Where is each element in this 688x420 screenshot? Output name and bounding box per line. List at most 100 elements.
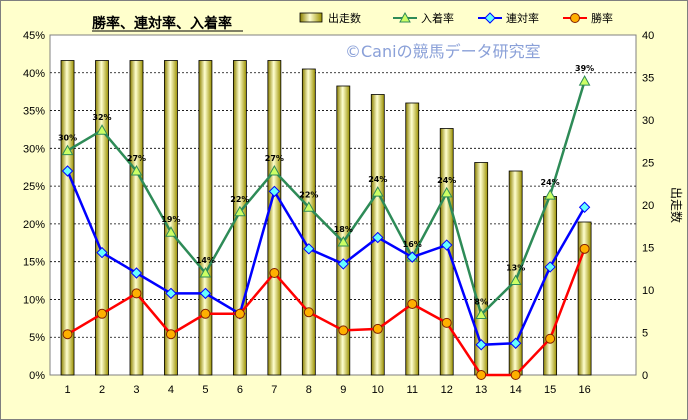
y-left-tick-label: 0%	[29, 370, 45, 382]
y-right-tick-label: 10	[642, 285, 654, 297]
x-tick-label: 15	[544, 384, 556, 396]
point-連対率	[372, 231, 384, 244]
point-連対率	[61, 165, 74, 177]
point-連対率	[509, 337, 522, 349]
point-連対率	[165, 287, 177, 300]
x-tick-label: 5	[202, 384, 208, 396]
point-入着率	[509, 274, 522, 286]
y-left-tick-label: 20%	[23, 219, 45, 231]
point-勝率	[545, 333, 556, 344]
bar-出走数	[439, 128, 454, 376]
data-label: 32%	[92, 113, 111, 122]
point-連対率	[303, 243, 315, 255]
point-勝率	[510, 370, 521, 380]
x-tick-label: 10	[372, 384, 384, 396]
point-連対率	[544, 261, 556, 273]
data-label: 13%	[506, 264, 525, 273]
y-left-tick-label: 40%	[23, 68, 45, 80]
bar-出走数	[60, 60, 75, 376]
point-勝率	[303, 307, 314, 318]
point-勝率	[165, 329, 176, 340]
point-勝率	[441, 317, 452, 328]
y-left-tick-label: 10%	[23, 294, 45, 306]
point-連対率	[578, 201, 591, 213]
x-tick-label: 14	[510, 384, 522, 396]
point-勝率	[269, 268, 280, 278]
legend-swatch	[299, 12, 323, 23]
y-right-tick-label: 40	[642, 30, 654, 42]
point-連対率	[475, 339, 487, 351]
point-勝率	[338, 325, 349, 336]
bar-出走数	[267, 60, 282, 376]
y-right-tick-label: 25	[642, 158, 654, 170]
point-勝率	[131, 288, 142, 299]
point-入着率	[61, 144, 74, 156]
point-勝率	[372, 323, 383, 334]
point-入着率	[544, 189, 556, 200]
point-入着率	[268, 164, 281, 176]
data-label: 16%	[403, 240, 422, 249]
point-入着率	[96, 124, 108, 135]
x-tick-label: 13	[475, 384, 487, 396]
point-連対率	[130, 267, 143, 279]
data-label: 24%	[368, 175, 387, 184]
point-連対率	[406, 251, 418, 263]
point-入着率	[199, 266, 212, 278]
chart-title: 勝率、連対率、入着率	[92, 15, 232, 32]
point-勝率	[476, 370, 487, 380]
legend-label: 入着率	[421, 11, 454, 25]
x-tick-label: 4	[168, 384, 174, 396]
bar-出走数	[405, 102, 420, 376]
y-right-axis-title: 出走数	[669, 187, 684, 223]
point-連対率	[337, 258, 350, 270]
bar-出走数	[164, 60, 178, 376]
point-入着率	[130, 164, 143, 176]
legend-label: 連対率	[506, 11, 539, 25]
point-勝率	[97, 308, 108, 319]
data-label: 39%	[575, 64, 594, 73]
line-勝率	[66, 248, 586, 377]
x-tick-label: 6	[237, 384, 243, 396]
point-連対率	[96, 246, 108, 259]
y-right-tick-label: 15	[642, 243, 654, 255]
legend-marker	[484, 12, 496, 24]
y-left-tick-label: 30%	[23, 143, 45, 155]
point-入着率	[234, 205, 246, 217]
point-入着率	[371, 186, 384, 197]
point-連対率	[268, 185, 281, 198]
point-勝率	[200, 308, 211, 319]
line-連対率	[66, 170, 586, 347]
point-勝率	[62, 329, 73, 340]
data-label: 24%	[541, 178, 560, 187]
y-right-tick-label: 0	[642, 370, 648, 382]
x-tick-label: 2	[99, 384, 105, 396]
bar-出走数	[95, 60, 109, 376]
data-label: 27%	[265, 154, 284, 163]
x-tick-label: 12	[441, 384, 453, 396]
data-label: 22%	[230, 195, 249, 204]
y-left-tick-label: 25%	[23, 181, 45, 193]
point-入着率	[440, 186, 453, 198]
legend-label: 出走数	[328, 11, 361, 25]
y-left-tick-label: 5%	[29, 332, 45, 344]
x-tick-label: 11	[407, 384, 418, 396]
x-tick-label: 3	[133, 384, 139, 396]
data-label: 30%	[58, 134, 77, 143]
x-tick-label: 9	[340, 384, 346, 396]
bar-出走数	[198, 60, 213, 376]
legend-marker	[570, 13, 580, 23]
data-label: 19%	[161, 215, 180, 224]
data-label: 24%	[437, 176, 456, 185]
point-連対率	[441, 239, 453, 251]
point-入着率	[475, 308, 488, 320]
point-入着率	[578, 75, 591, 86]
legend-marker	[399, 11, 411, 23]
data-label: 8%	[474, 298, 488, 307]
x-tick-label: 1	[64, 384, 70, 396]
bar-出走数	[543, 196, 558, 376]
point-勝率	[407, 298, 418, 309]
point-勝率	[234, 308, 245, 319]
point-勝率	[579, 243, 590, 254]
point-入着率	[337, 235, 350, 247]
y-right-tick-label: 20	[642, 200, 654, 212]
